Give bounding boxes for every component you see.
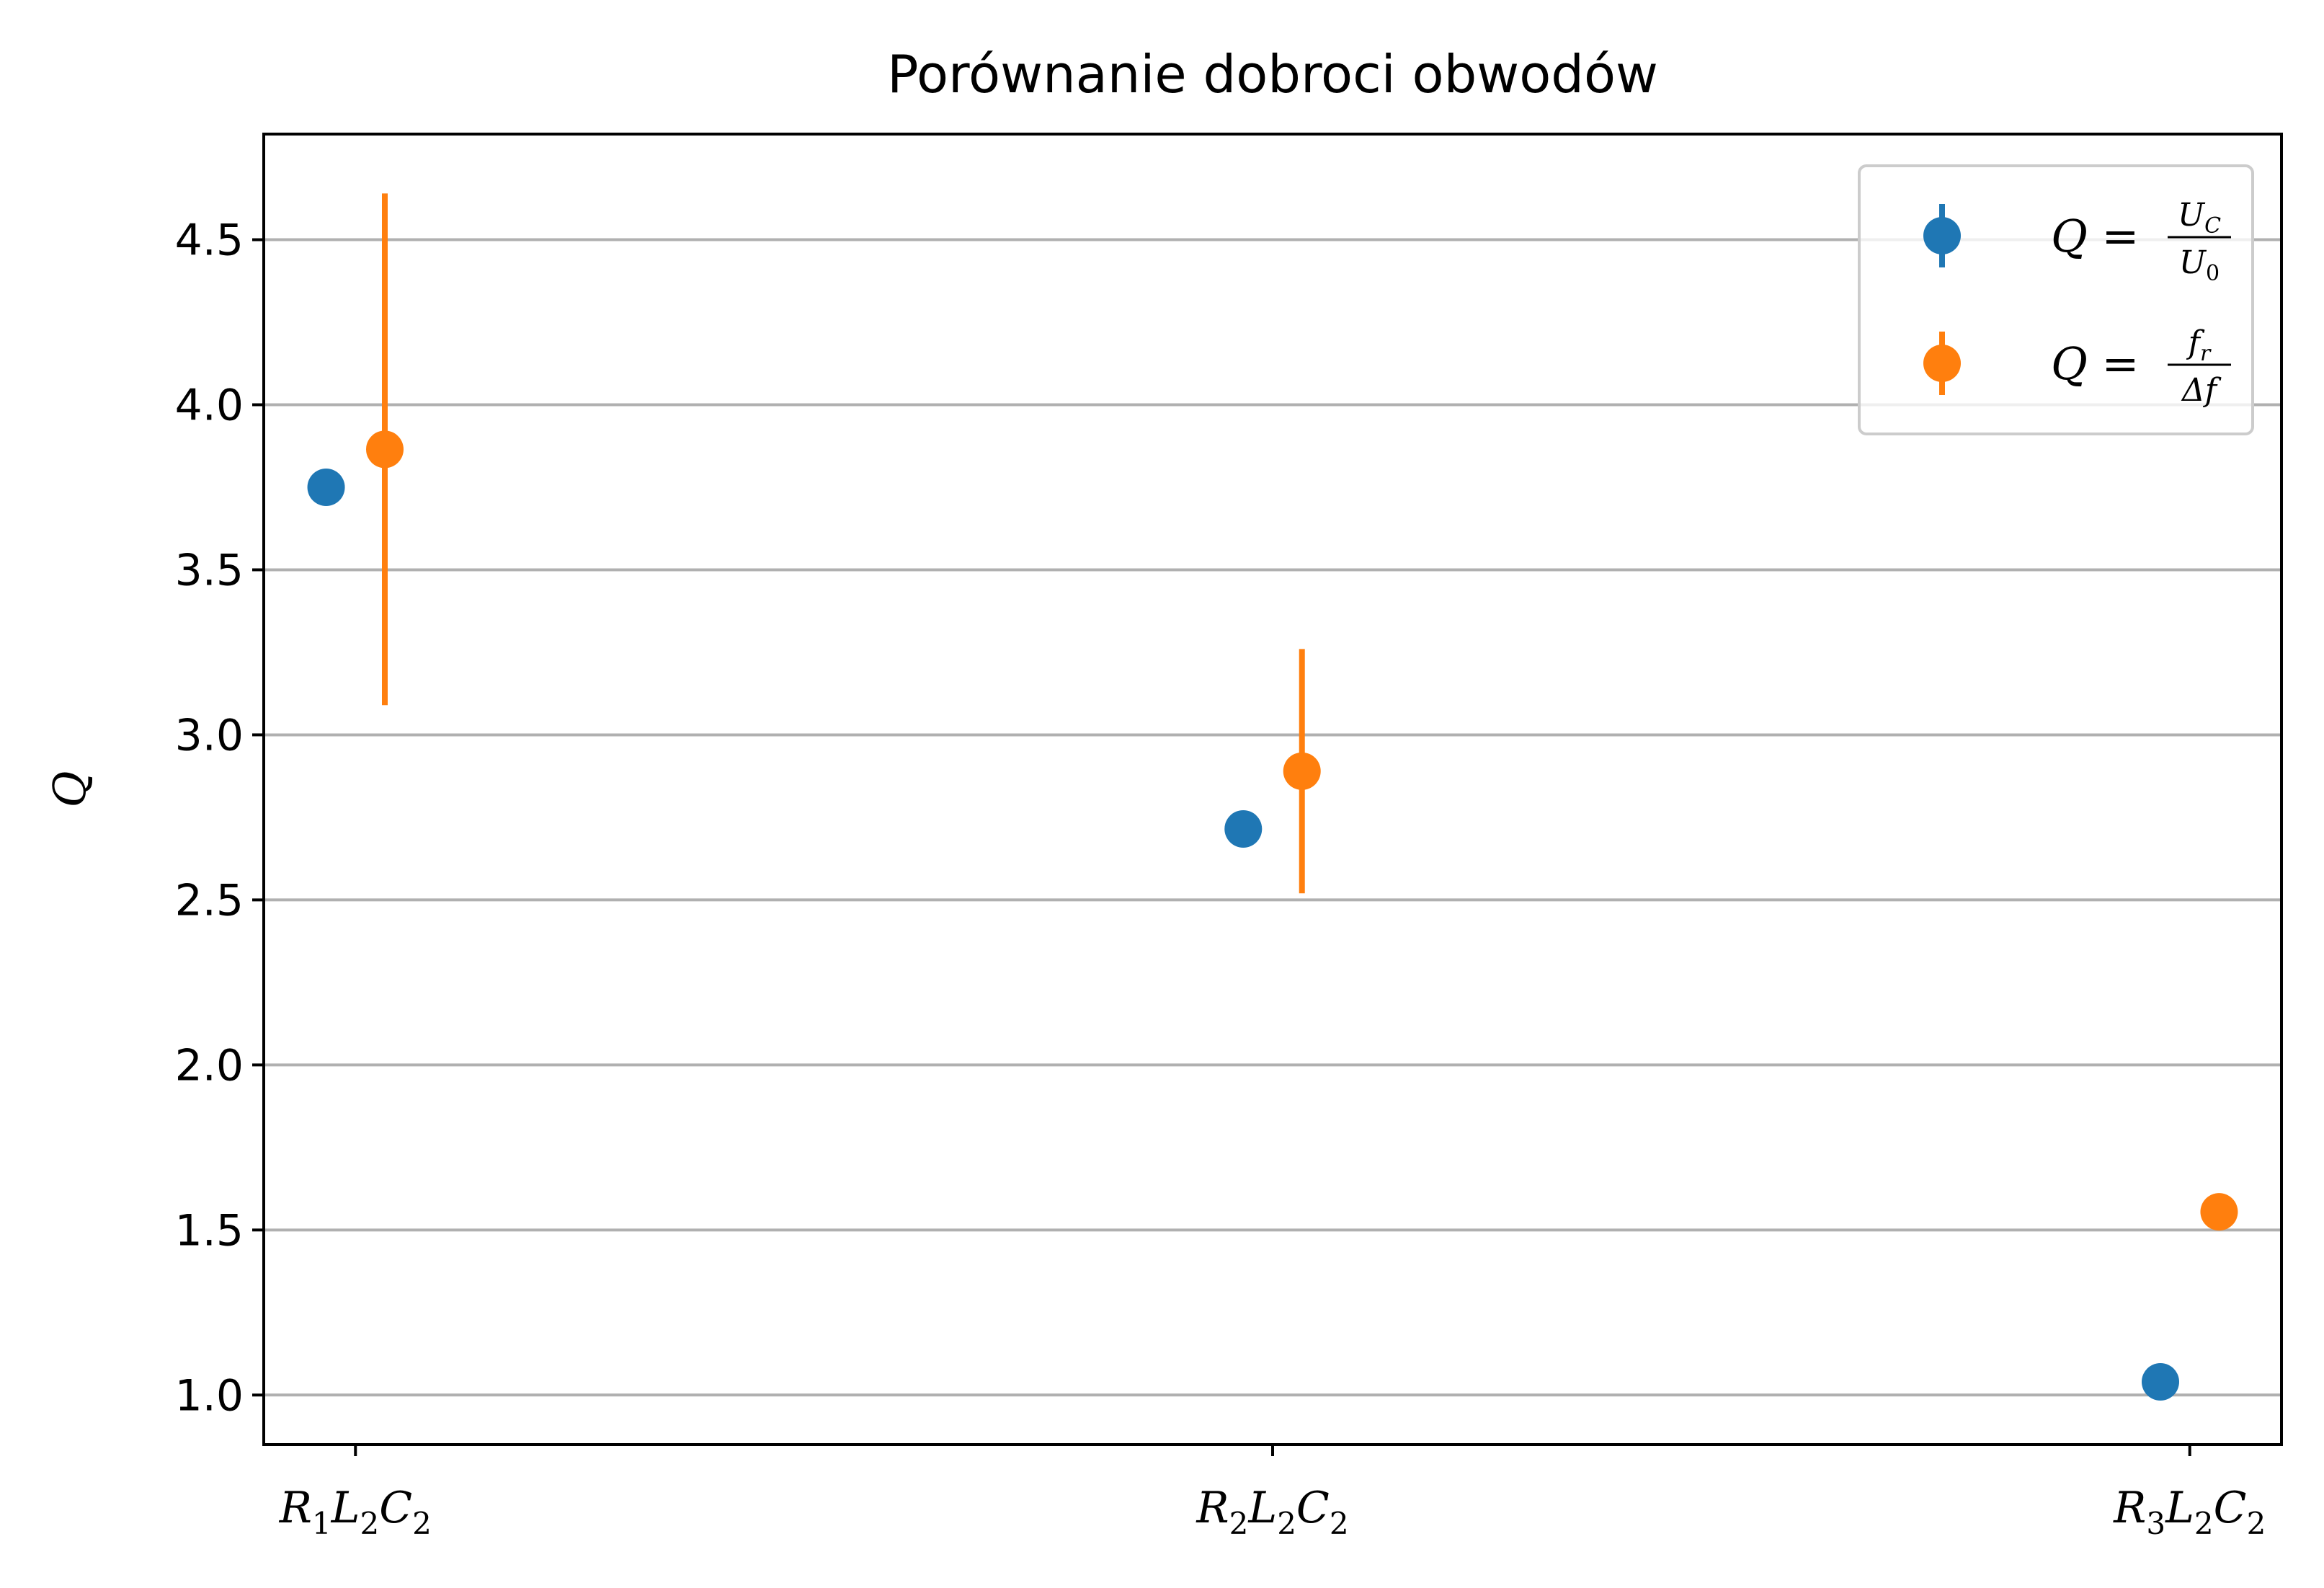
x-label-part: R — [2113, 1483, 2146, 1533]
plot-frame — [262, 133, 2283, 1446]
data-point — [1224, 809, 1263, 848]
legend-frac-part: U — [2178, 197, 2206, 234]
legend-frac-sub: r — [2200, 341, 2212, 366]
x-label-sub: 2 — [1330, 1506, 1349, 1541]
x-label-sub: 3 — [2146, 1506, 2165, 1541]
x-label-sub: 1 — [312, 1506, 331, 1541]
x-label-sub: 2 — [2194, 1506, 2214, 1541]
legend-frac-part: Δf — [2181, 372, 2222, 409]
y-tick-label: 3.5 — [175, 545, 244, 595]
series-1 — [307, 468, 2179, 1401]
legend-label-denominator: Δf — [2181, 372, 2222, 409]
legend-frac-sub: C — [2204, 213, 2221, 239]
x-axis: R1L2C2 R2L2C2 R3L2C2 — [279, 1445, 2266, 1541]
series-2 — [366, 193, 2238, 1231]
y-tick-label: 2.5 — [175, 875, 244, 926]
x-label-part: L — [1247, 1483, 1277, 1533]
data-point — [307, 468, 345, 506]
plot-marks — [307, 193, 2238, 1401]
y-tick-label: 1.5 — [175, 1205, 244, 1256]
legend-label-numerator: UC — [2178, 197, 2221, 239]
legend-point-marker — [1923, 345, 1961, 382]
x-label-sub: 2 — [1277, 1506, 1296, 1541]
y-tick-label: 1.0 — [175, 1370, 244, 1421]
legend-label-denominator: U0 — [2179, 244, 2220, 286]
chart-title: Porównanie dobroci obwodów — [887, 44, 1658, 105]
x-label-sub: 2 — [412, 1506, 432, 1541]
y-axis-label: Q — [43, 771, 96, 808]
x-label-sub: 2 — [1229, 1506, 1249, 1541]
y-axis: 1.0 1.5 2.0 2.5 3.0 3.5 4.0 4.5 — [175, 216, 264, 1421]
x-tick-label: R1L2C2 — [279, 1483, 432, 1541]
legend-label-lhs: Q = — [2051, 337, 2140, 390]
x-label-part: C — [1296, 1483, 1330, 1533]
legend-label-lhs: Q = — [2051, 210, 2140, 262]
legend-frac-sub: 0 — [2206, 261, 2220, 286]
x-tick-label: R2L2C2 — [1196, 1483, 1348, 1541]
y-tick-label: 4.5 — [175, 216, 244, 266]
x-label-part: L — [2165, 1483, 2194, 1533]
y-tick-label: 2.0 — [175, 1040, 244, 1091]
data-point — [2200, 1193, 2238, 1231]
x-label-part: R — [1196, 1483, 1229, 1533]
data-point — [1283, 752, 1321, 790]
data-point — [2142, 1362, 2179, 1401]
y-tick-label: 4.0 — [175, 381, 244, 431]
x-label-part: R — [279, 1483, 312, 1533]
x-label-part: L — [331, 1483, 360, 1533]
x-label-part: C — [379, 1483, 412, 1533]
legend-point-marker — [1923, 217, 1961, 254]
legend-frac-part: U — [2179, 244, 2207, 281]
x-label-sub: 2 — [360, 1506, 379, 1541]
y-tick-label: 3.0 — [175, 710, 244, 760]
x-tick-label: R3L2C2 — [2113, 1483, 2266, 1541]
x-label-sub: 2 — [2247, 1506, 2266, 1541]
data-point — [366, 430, 404, 469]
x-label-part: C — [2214, 1483, 2247, 1533]
